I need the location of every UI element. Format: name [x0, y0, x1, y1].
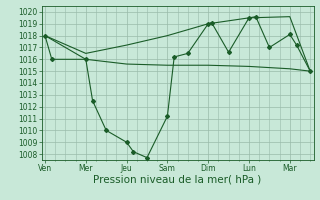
- X-axis label: Pression niveau de la mer( hPa ): Pression niveau de la mer( hPa ): [93, 175, 262, 185]
